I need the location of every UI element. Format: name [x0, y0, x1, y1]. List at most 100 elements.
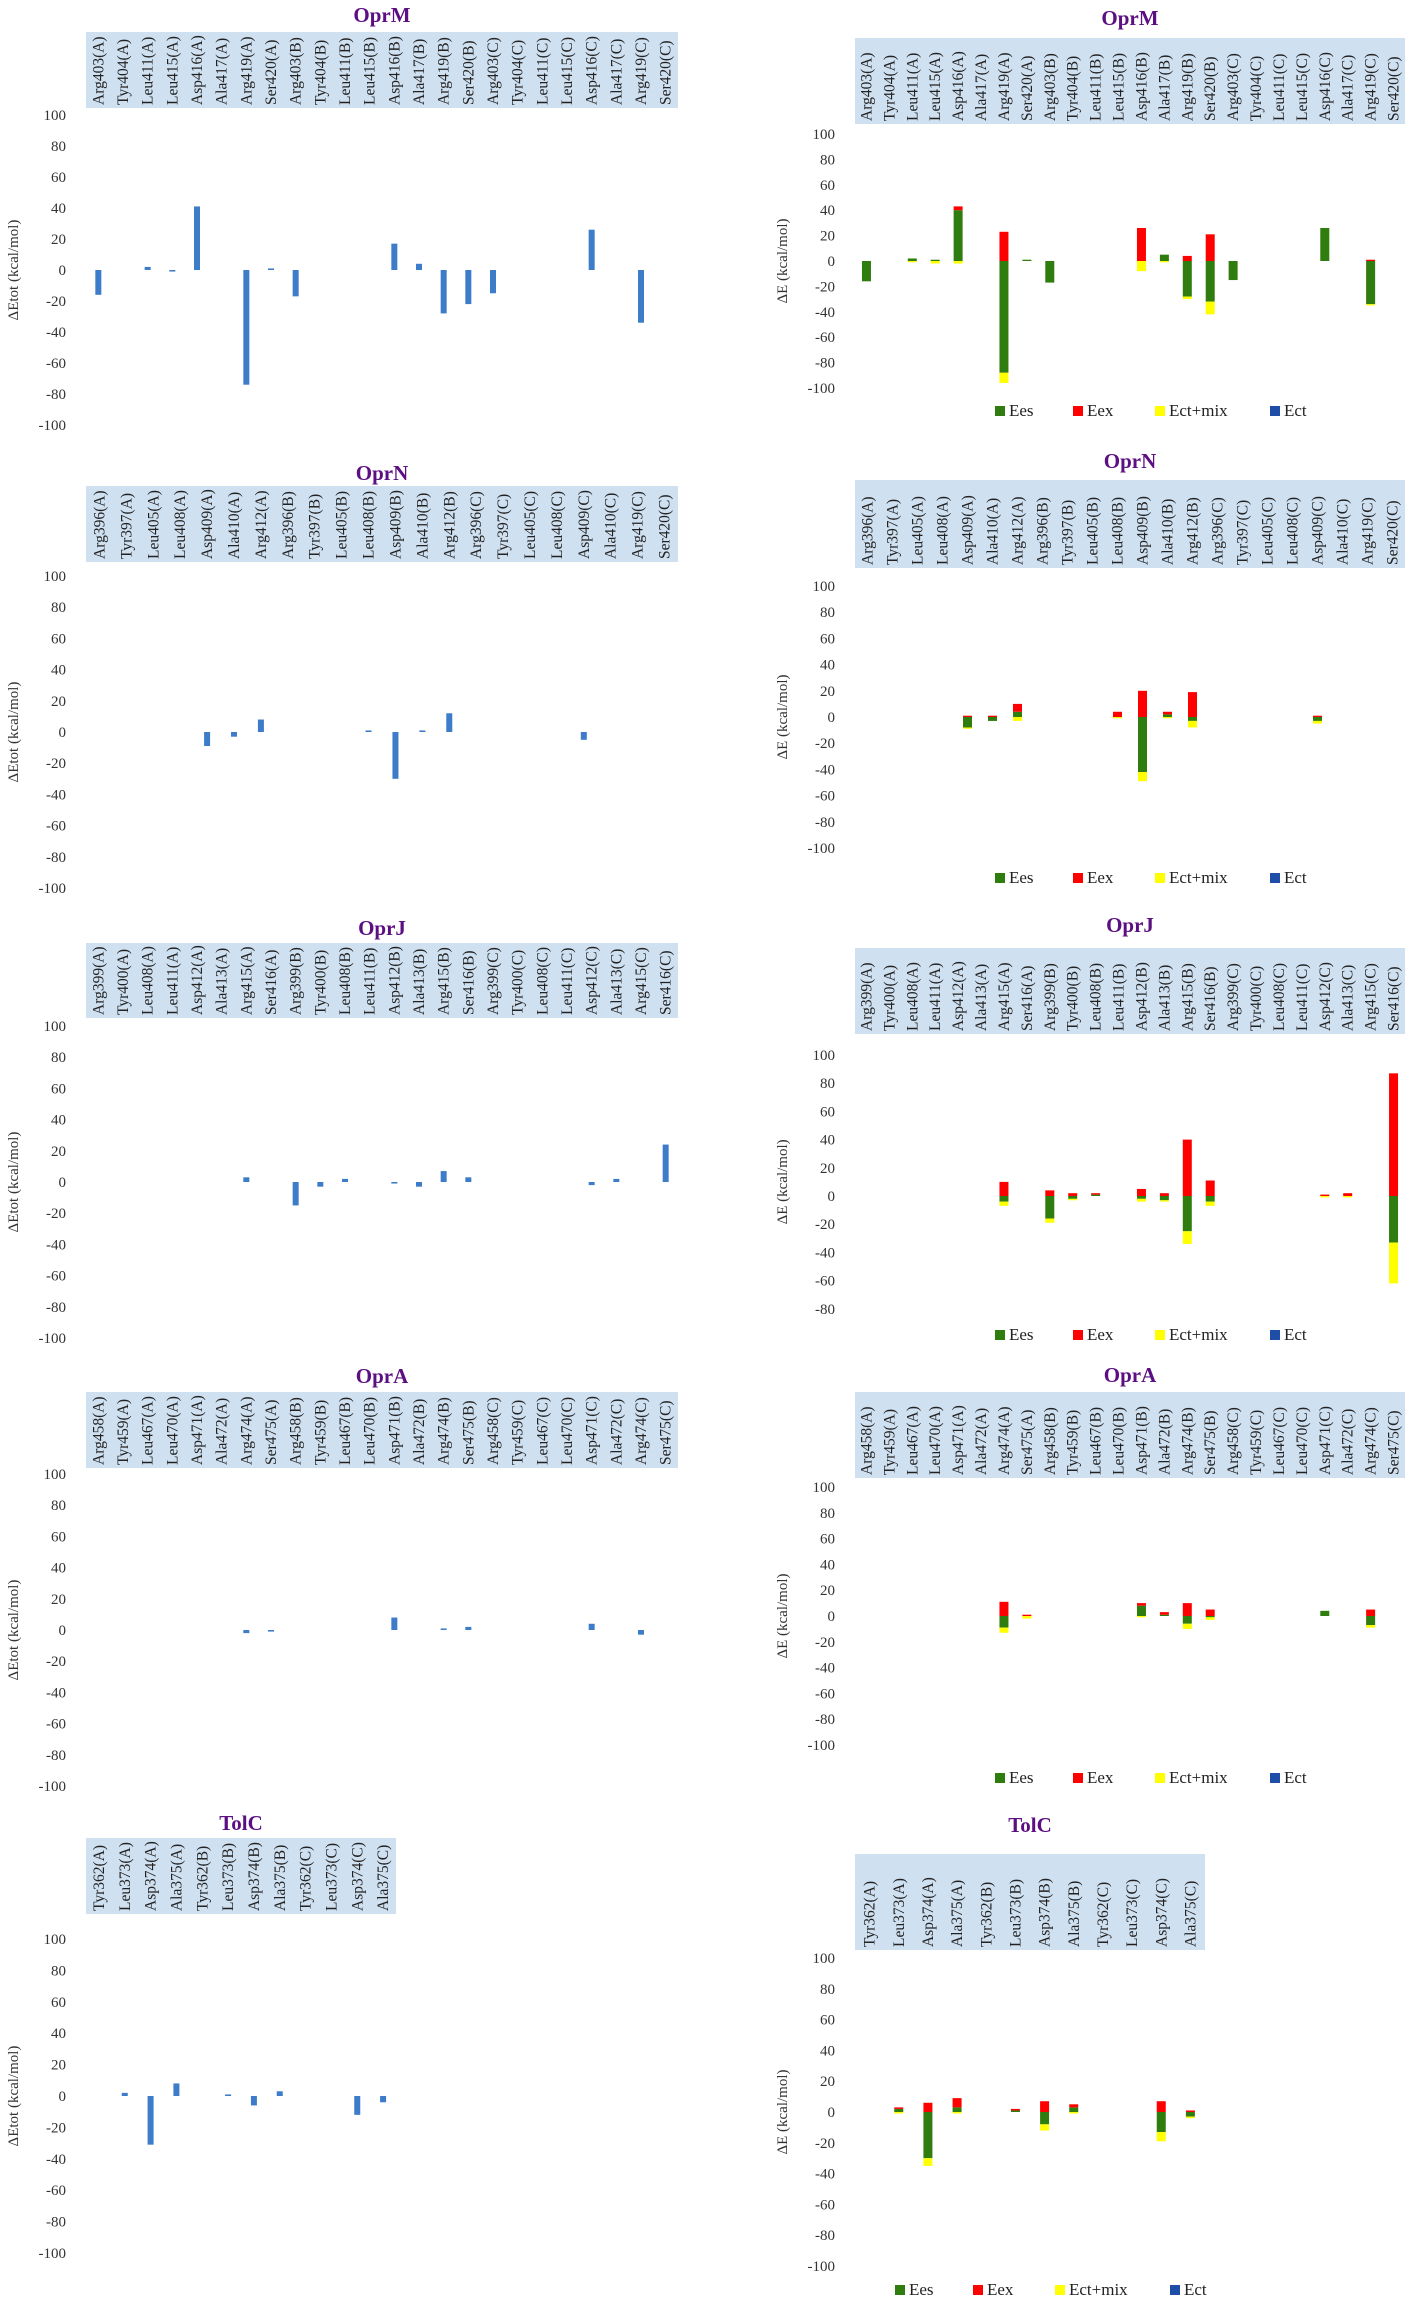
oprj-tot-tick-label: Leu408(A)	[140, 946, 157, 1015]
opra-comp-ytick: -80	[815, 1712, 835, 1728]
oprm-comp-legend-swatch	[1073, 406, 1083, 416]
opra-comp-bar-ees	[1205, 1616, 1215, 1618]
tolc-tot-ytick: -40	[46, 2152, 66, 2168]
oprj-comp-ylabel: ΔE (kcal/mol)	[775, 1139, 791, 1224]
oprn-comp-tick-label: Leu408(C)	[1285, 497, 1302, 565]
oprj-comp-legend-label: Eex	[1087, 1325, 1114, 1344]
oprm-comp-bar-ees	[930, 259, 940, 261]
tolc-tot-ytick: 20	[51, 2058, 66, 2074]
oprj-comp-bar-ees	[1045, 1196, 1055, 1219]
opra-comp-ytick: -100	[808, 1738, 836, 1754]
oprj-comp-bar-ect-mix	[1205, 1201, 1215, 1206]
tolc-comp-legend-label: Ect	[1184, 2280, 1207, 2299]
oprj-comp-ytick: 20	[820, 1161, 835, 1177]
oprm-comp-bar-ees	[953, 210, 963, 261]
oprm-tot-tick-label: Arg403(C)	[485, 37, 502, 105]
tolc-tot-tick-label: Asp374(B)	[246, 1842, 263, 1911]
oprm-comp-label-band	[855, 38, 1405, 124]
oprn-comp-tick-label: Arg412(A)	[1010, 496, 1027, 565]
oprj-comp-bar-ees	[1159, 1196, 1169, 1201]
opra-comp-bar-eex	[1159, 1612, 1169, 1615]
oprm-comp-bar-ees	[1205, 261, 1215, 302]
oprj-tot-tick-label: Leu411(C)	[559, 948, 576, 1015]
opra-comp-bar-ees	[1159, 1614, 1169, 1616]
oprn-comp-legend-swatch	[1073, 873, 1083, 883]
tolc-tot-tick-label: Leu373(C)	[323, 1843, 340, 1911]
opra-comp-bar-ees	[1366, 1616, 1376, 1626]
opra-tot-tick-label: Tyr459(B)	[312, 1400, 329, 1465]
oprm-tot-ytick: -40	[46, 325, 66, 341]
oprj-tot-tick-label: Arg415(B)	[436, 947, 453, 1015]
oprn-comp-ytick: -80	[815, 815, 835, 831]
oprj-comp-bar-ect-mix	[1182, 1231, 1192, 1244]
opra-comp-tick-label: Asp471(A)	[950, 1405, 967, 1475]
opra-comp-tick-label: Arg474(C)	[1363, 1407, 1380, 1475]
opra-comp-legend-label: Ect	[1284, 1768, 1307, 1787]
oprm-comp-bar-ect-mix	[907, 261, 917, 263]
oprm-comp-bar-ees	[999, 261, 1009, 373]
oprj-tot-tick-label: Ala413(B)	[411, 949, 428, 1015]
oprn-comp-bar-ees	[963, 717, 972, 728]
oprn-comp-tick-label: Tyr397(C)	[1235, 500, 1252, 565]
tolc-comp-tick-label: Asp374(C)	[1153, 1878, 1170, 1947]
oprm-comp-bar-ect-mix	[1182, 296, 1192, 300]
oprm-comp-bar-ect-mix	[930, 261, 940, 264]
oprj-comp-tick-label: Arg399(B)	[1042, 963, 1059, 1031]
tolc-comp-label-band	[855, 1854, 1205, 1950]
oprm-tot-bar	[268, 268, 274, 270]
opra-comp-ytick: -40	[815, 1661, 835, 1677]
opra-comp-tick-label: Ala472(A)	[973, 1408, 990, 1475]
oprj-comp-bar-eex	[1320, 1194, 1330, 1196]
oprj-tot-tick-label: Leu411(B)	[362, 948, 379, 1015]
oprj-comp-tick-label: Ala413(B)	[1156, 965, 1173, 1031]
oprn-tot-tick-label: Leu405(C)	[522, 491, 539, 559]
oprj-comp-bar-ect-mix	[1045, 1218, 1055, 1223]
tolc-comp-ylabel: ΔE (kcal/mol)	[775, 2069, 791, 2154]
opra-comp-legend-label: Ees	[1009, 1768, 1034, 1787]
oprn-comp-bar-ect-mix	[1113, 717, 1122, 719]
opra-tot-tick-label: Tyr459(C)	[510, 1400, 527, 1465]
oprm-tot-bar	[144, 266, 151, 270]
tolc-tot-ytick: 80	[51, 1963, 66, 1979]
oprj-tot-bar	[342, 1178, 348, 1182]
tolc-comp-ytick: 60	[820, 2013, 835, 2029]
opra-tot-ytick: 80	[51, 1498, 66, 1514]
oprm-comp-bar-eex	[1205, 234, 1215, 261]
opra-tot-tick-label: Leu470(A)	[164, 1396, 181, 1465]
oprm-tot-bar	[391, 243, 398, 270]
oprm-tot-bar	[194, 206, 200, 270]
oprm-tot-chart: OprM Arg403(A) Tyr404(A) Leu411(A) Leu415(A)…	[6, 3, 678, 434]
tolc-comp-title: TolC	[1008, 1813, 1052, 1837]
oprm-comp-ytick: 100	[813, 127, 836, 143]
opra-tot-ytick: 0	[59, 1623, 67, 1639]
oprj-comp-tick-label: Leu411(A)	[927, 963, 944, 1031]
oprm-comp-ytick: 0	[828, 254, 836, 270]
oprn-comp-tick-label: Ser420(C)	[1385, 500, 1402, 565]
opra-comp-tick-label: Tyr459(B)	[1065, 1410, 1082, 1475]
oprn-tot-ytick: 60	[51, 631, 66, 647]
tolc-comp-bar-ect-mix	[1156, 2132, 1166, 2142]
oprj-comp-legend-label: Ees	[1009, 1325, 1034, 1344]
opra-tot-tick-label: Leu467(C)	[534, 1397, 551, 1465]
oprj-comp-bar-ect-mix	[1159, 1200, 1169, 1202]
oprj-comp-bar-ees	[999, 1196, 1009, 1202]
oprm-tot-tick-label: Leu411(C)	[534, 38, 551, 105]
opra-tot-bar	[588, 1623, 595, 1630]
opra-tot-ytick: 100	[44, 1467, 67, 1483]
opra-tot-ylabel: ΔEtot (kcal/mol)	[6, 1580, 22, 1681]
tolc-tot-tick-label: Leu373(B)	[220, 1843, 237, 1911]
oprm-tot-tick-label: Leu415(C)	[559, 37, 576, 105]
opra-comp-tick-label: Leu470(A)	[927, 1406, 944, 1475]
oprj-tot-tick-label: Arg415(A)	[238, 946, 255, 1015]
oprm-comp-bar-ect-mix	[1205, 301, 1215, 315]
opra-tot-tick-label: Arg474(A)	[238, 1396, 255, 1465]
oprj-tot-bar	[416, 1182, 422, 1187]
oprm-comp-tick-label: Arg403(C)	[1225, 53, 1242, 121]
opra-tot-ytick: -80	[46, 1748, 66, 1764]
oprj-tot-ylabel: ΔEtot (kcal/mol)	[6, 1132, 22, 1233]
oprm-comp-chart: OprM Arg403(A) Tyr404(A) Leu411(A) Leu415(A)…	[775, 6, 1405, 420]
tolc-comp-bar-eex	[1185, 2110, 1195, 2112]
opra-tot-tick-label: Tyr459(A)	[115, 1399, 132, 1465]
oprj-comp-label-band	[855, 948, 1405, 1034]
tolc-tot-bar	[121, 2092, 128, 2096]
